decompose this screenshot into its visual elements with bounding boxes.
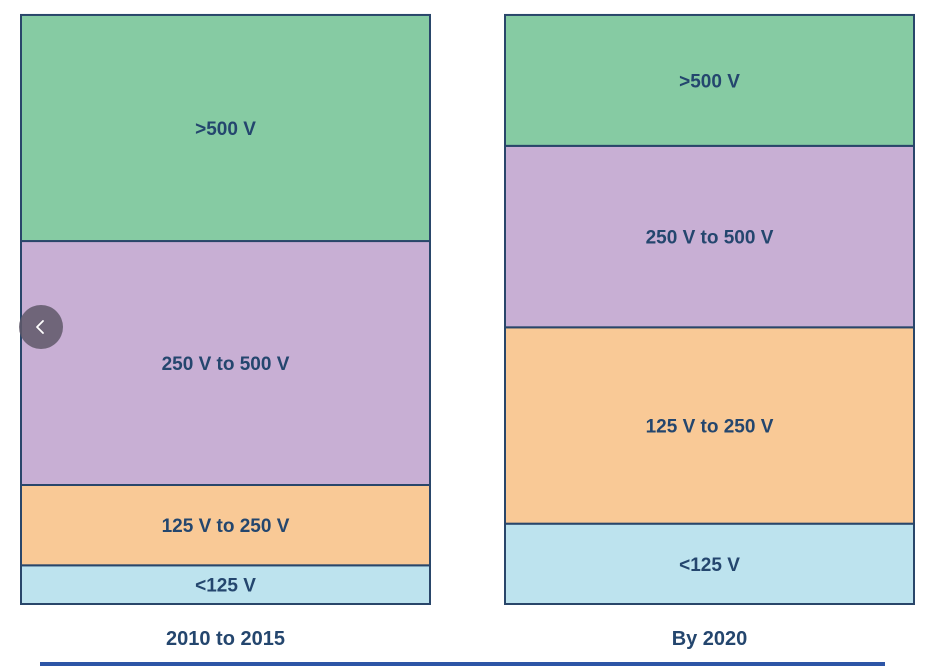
segment-label-1-2: 250 V to 500 V <box>646 228 774 249</box>
segment-label-1-1: 125 V to 250 V <box>646 417 774 438</box>
column-1: <125 V 125 V to 250 V 250 V to 500 V >500 V <box>504 13 915 605</box>
chevron-left-icon <box>36 320 44 334</box>
segment-1-2 <box>504 144 915 329</box>
segment-0-1 <box>20 484 431 567</box>
previous-slide-button[interactable] <box>19 305 63 349</box>
segment-0-0 <box>20 564 431 606</box>
segment-label-0-2: 250 V to 500 V <box>162 354 290 375</box>
segment-label-1-3: >500 V <box>679 71 740 92</box>
segment-label-0-3: >500 V <box>195 119 256 140</box>
segment-label-1-0: <125 V <box>679 555 740 576</box>
column-0: <125 V 125 V to 250 V 250 V to 500 V >500 V <box>20 13 431 606</box>
bottom-strip <box>40 662 885 666</box>
segment-1-0 <box>504 522 915 605</box>
segment-1-3 <box>504 13 915 147</box>
segment-label-0-1: 125 V to 250 V <box>162 516 290 537</box>
segment-1-1 <box>504 326 915 525</box>
category-label-1: By 2020 <box>672 628 748 650</box>
segment-label-0-0: <125 V <box>195 576 256 597</box>
segment-0-3 <box>20 13 431 243</box>
category-label-0: 2010 to 2015 <box>166 628 285 650</box>
